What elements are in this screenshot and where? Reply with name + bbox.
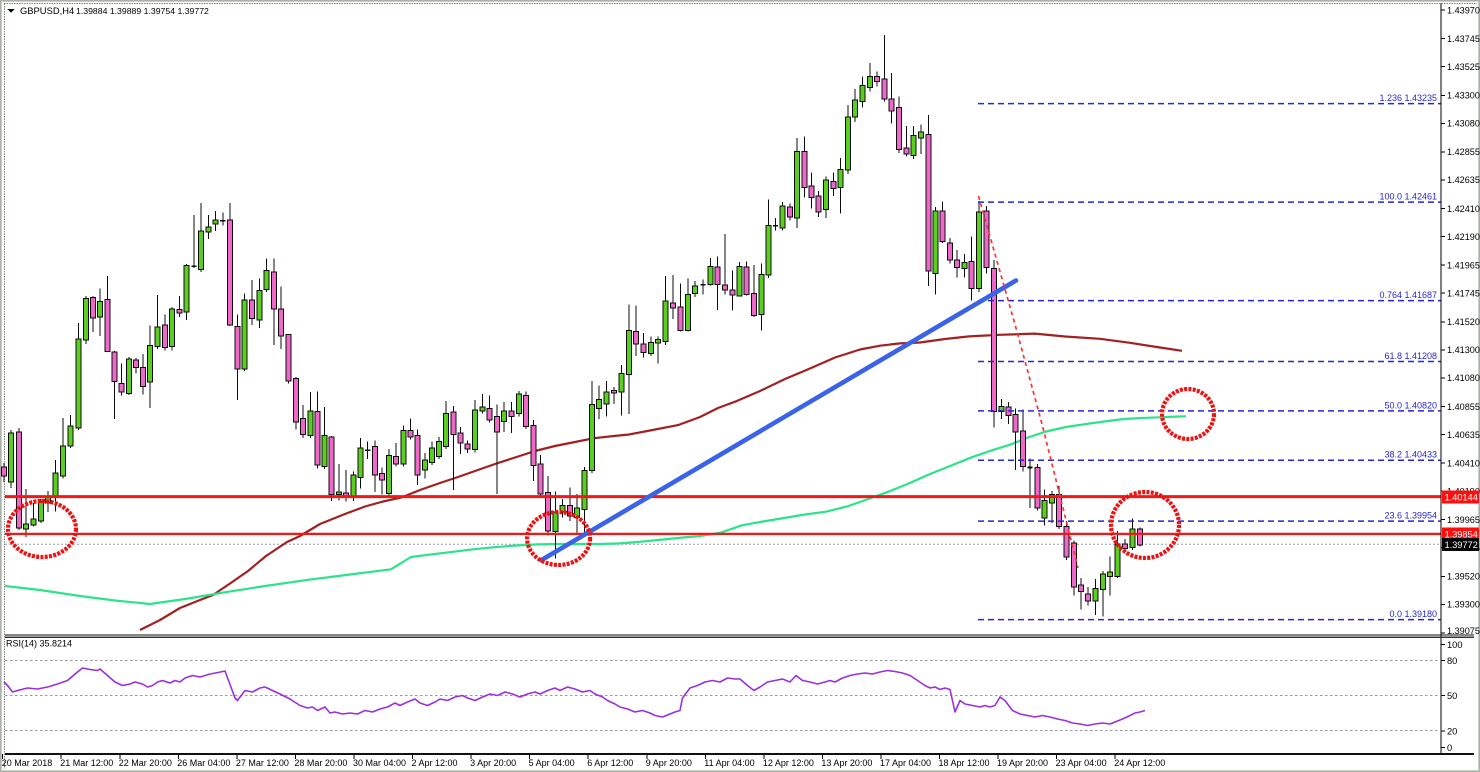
svg-text:22 Mar 20:00: 22 Mar 20:00 [119, 758, 172, 768]
svg-text:1.41745: 1.41745 [1447, 289, 1480, 299]
svg-text:RSI(14) 35.8214: RSI(14) 35.8214 [6, 639, 72, 649]
svg-text:1.43970: 1.43970 [1447, 5, 1480, 15]
svg-text:21 Mar 12:00: 21 Mar 12:00 [60, 758, 113, 768]
svg-text:1.42635: 1.42635 [1447, 175, 1480, 185]
svg-text:19 Apr 20:00: 19 Apr 20:00 [997, 758, 1048, 768]
svg-text:1.39884 1.39889 1.39754 1.3977: 1.39884 1.39889 1.39754 1.39772 [76, 6, 209, 16]
svg-text:6 Apr 12:00: 6 Apr 12:00 [587, 758, 633, 768]
svg-text:0.0 1.39180: 0.0 1.39180 [1389, 609, 1437, 619]
svg-text:26 Mar 04:00: 26 Mar 04:00 [177, 758, 230, 768]
svg-text:1.42855: 1.42855 [1447, 147, 1480, 157]
svg-text:23 Apr 04:00: 23 Apr 04:00 [1056, 758, 1107, 768]
svg-text:3 Apr 20:00: 3 Apr 20:00 [470, 758, 516, 768]
svg-text:1.41520: 1.41520 [1447, 317, 1480, 327]
svg-text:9 Apr 20:00: 9 Apr 20:00 [646, 758, 692, 768]
svg-text:50: 50 [1447, 691, 1457, 701]
svg-text:24 Apr 12:00: 24 Apr 12:00 [1114, 758, 1165, 768]
svg-text:50.0 1.40820: 50.0 1.40820 [1384, 400, 1437, 410]
svg-text:38.2 1.40433: 38.2 1.40433 [1384, 450, 1437, 460]
svg-text:1.42190: 1.42190 [1447, 232, 1480, 242]
svg-text:30 Mar 04:00: 30 Mar 04:00 [353, 758, 406, 768]
svg-text:GBPUSD,H4: GBPUSD,H4 [20, 5, 74, 16]
svg-text:1.41965: 1.41965 [1447, 261, 1480, 271]
svg-text:18 Apr 12:00: 18 Apr 12:00 [939, 758, 990, 768]
svg-text:1.39854: 1.39854 [1445, 529, 1478, 540]
svg-text:100: 100 [1447, 640, 1463, 650]
svg-text:100.0 1.42461: 100.0 1.42461 [1379, 192, 1437, 202]
svg-text:1.40635: 1.40635 [1447, 430, 1480, 440]
svg-text:17 Apr 04:00: 17 Apr 04:00 [880, 758, 931, 768]
svg-text:28 Mar 20:00: 28 Mar 20:00 [294, 758, 347, 768]
svg-text:1.41080: 1.41080 [1447, 373, 1480, 383]
svg-text:0.764 1.41687: 0.764 1.41687 [1379, 290, 1437, 300]
svg-text:1.42410: 1.42410 [1447, 204, 1480, 214]
svg-text:1.40410: 1.40410 [1447, 458, 1480, 468]
svg-text:1.39520: 1.39520 [1447, 572, 1480, 582]
svg-text:1.236 1.43235: 1.236 1.43235 [1379, 93, 1437, 103]
svg-text:80: 80 [1447, 656, 1457, 666]
svg-text:1.41300: 1.41300 [1447, 345, 1480, 355]
svg-text:20: 20 [1447, 726, 1457, 736]
svg-text:5 Apr 04:00: 5 Apr 04:00 [529, 758, 575, 768]
svg-text:20 Mar 2018: 20 Mar 2018 [2, 758, 53, 768]
svg-text:1.39965: 1.39965 [1447, 515, 1480, 525]
svg-text:1.43300: 1.43300 [1447, 91, 1480, 101]
svg-text:1.39300: 1.39300 [1447, 600, 1480, 610]
svg-text:11 Apr 04:00: 11 Apr 04:00 [704, 758, 754, 768]
svg-text:1.39075: 1.39075 [1447, 626, 1480, 636]
svg-text:12 Apr 12:00: 12 Apr 12:00 [763, 758, 814, 768]
svg-text:27 Mar 12:00: 27 Mar 12:00 [236, 758, 289, 768]
svg-text:1.40855: 1.40855 [1447, 402, 1480, 412]
svg-text:61.8 1.41208: 61.8 1.41208 [1384, 351, 1437, 361]
svg-text:13 Apr 20:00: 13 Apr 20:00 [821, 758, 872, 768]
svg-text:1.43080: 1.43080 [1447, 119, 1480, 129]
svg-text:2 Apr 12:00: 2 Apr 12:00 [412, 758, 458, 768]
svg-text:1.39772: 1.39772 [1445, 539, 1478, 550]
svg-text:1.43745: 1.43745 [1447, 34, 1480, 44]
svg-text:23.6 1.39954: 23.6 1.39954 [1384, 511, 1437, 521]
svg-text:1.43525: 1.43525 [1447, 62, 1480, 72]
svg-text:1.40144: 1.40144 [1445, 492, 1478, 503]
svg-text:0: 0 [1447, 743, 1452, 753]
